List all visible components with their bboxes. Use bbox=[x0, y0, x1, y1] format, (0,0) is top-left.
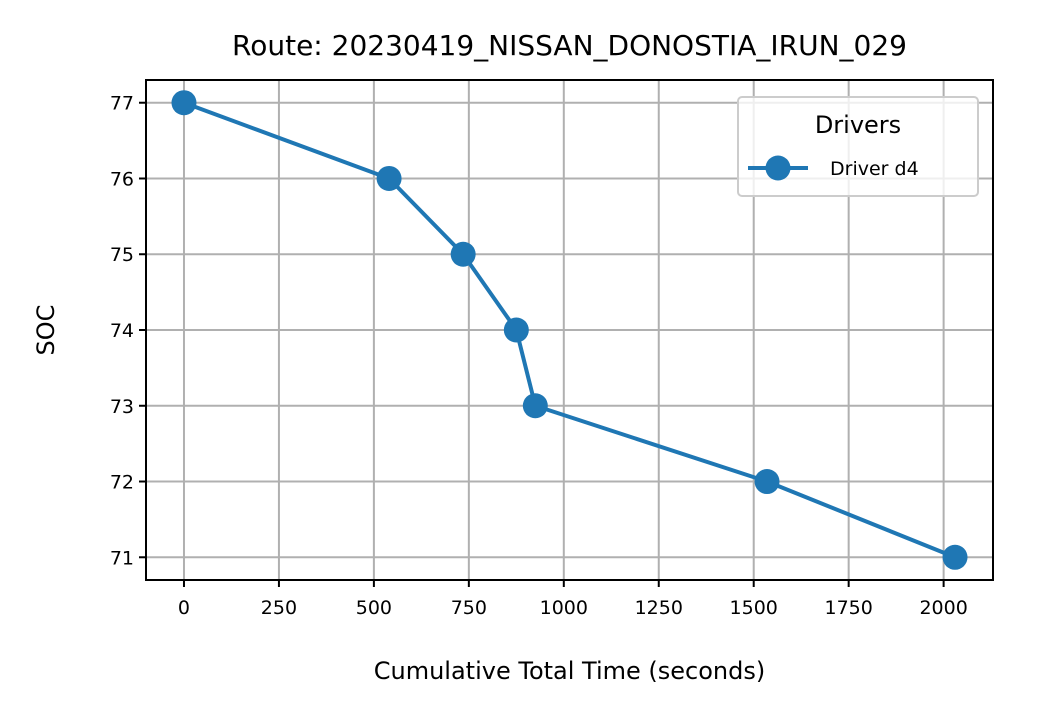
y-tick-label: 74 bbox=[110, 320, 134, 342]
x-tick-label: 1000 bbox=[540, 597, 588, 619]
y-tick-label: 72 bbox=[110, 472, 134, 494]
legend-title: Drivers bbox=[815, 111, 901, 139]
data-point bbox=[450, 241, 476, 267]
y-axis-label: SOC bbox=[32, 305, 60, 356]
x-axis-label: Cumulative Total Time (seconds) bbox=[374, 657, 765, 685]
x-tick-label: 750 bbox=[451, 597, 487, 619]
ticks: 0 250 500 750 1000 1250 1500 1750 2000 71 72 73 74 75… bbox=[110, 93, 968, 619]
series-layer bbox=[171, 90, 968, 570]
x-tick-label: 1250 bbox=[635, 597, 683, 619]
chart-title: Route: 20230419_NISSAN_DONOSTIA_IRUN_029 bbox=[232, 29, 907, 62]
y-tick-label: 75 bbox=[110, 244, 134, 266]
x-tick-label: 1750 bbox=[824, 597, 872, 619]
x-tick-label: 1500 bbox=[730, 597, 778, 619]
x-tick-label: 250 bbox=[261, 597, 297, 619]
data-point bbox=[376, 165, 402, 191]
data-point bbox=[942, 544, 968, 570]
x-tick-label: 0 bbox=[178, 597, 190, 619]
legend-box bbox=[737, 96, 979, 197]
data-point bbox=[754, 469, 780, 495]
data-point bbox=[503, 317, 529, 343]
legend: Drivers Driver d4 bbox=[737, 96, 979, 197]
y-tick-label: 76 bbox=[110, 168, 134, 190]
x-tick-label: 2000 bbox=[919, 597, 967, 619]
legend-marker-swatch bbox=[765, 155, 791, 181]
legend-label: Driver d4 bbox=[830, 158, 919, 180]
x-tick-label: 500 bbox=[356, 597, 392, 619]
y-tick-label: 77 bbox=[110, 93, 134, 115]
data-point bbox=[522, 393, 548, 419]
y-tick-label: 73 bbox=[110, 396, 134, 418]
y-tick-label: 71 bbox=[110, 547, 134, 569]
data-point bbox=[171, 90, 197, 116]
